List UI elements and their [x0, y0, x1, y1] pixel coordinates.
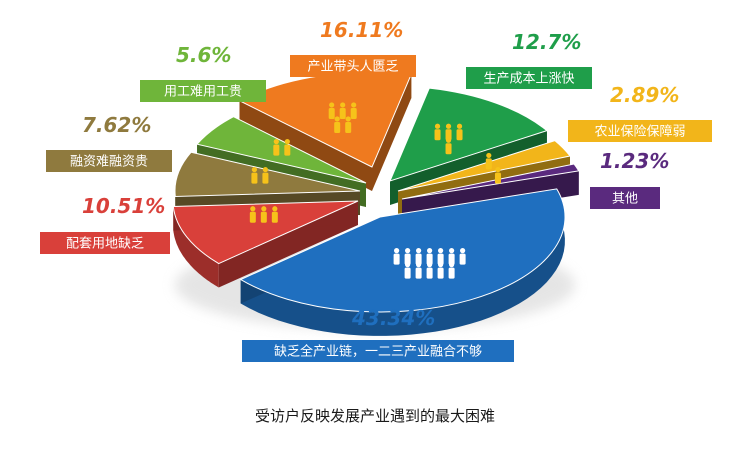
person-icon [273, 139, 280, 156]
person-icon [426, 248, 433, 265]
person-icon [415, 262, 422, 279]
person-icon [251, 166, 258, 184]
slice-label-box [242, 340, 514, 362]
person-icon [445, 137, 452, 155]
person-icon [494, 167, 501, 184]
slice-category-label: 用工难用工贵 [164, 85, 242, 100]
slice-category-label: 其他 [612, 192, 638, 207]
person-icon [404, 262, 411, 279]
slice-category-label: 农业保险保障弱 [594, 125, 685, 140]
person-icon [426, 262, 433, 279]
person-icon [437, 248, 444, 265]
slice-percent-label: 5.6% [176, 43, 231, 67]
slice-category-label: 配套用地缺乏 [66, 236, 144, 252]
person-icon [404, 248, 411, 265]
pie-slice-top [401, 163, 580, 200]
person-icon [393, 248, 400, 265]
pie-slice [172, 200, 359, 288]
pie-slice-top [196, 116, 367, 184]
slice-label-box [290, 55, 416, 77]
slice-label-box [40, 232, 170, 254]
pie-slice-wall [372, 74, 412, 191]
person-icon [350, 102, 357, 119]
slice-percent-label: 10.51% [82, 194, 165, 218]
slice-percent-label: 12.7% [512, 30, 581, 54]
slice-label-box [140, 80, 266, 102]
pie-slice [238, 71, 413, 191]
person-icon [271, 206, 278, 223]
slice-label-box [568, 120, 712, 142]
person-icon [445, 123, 452, 141]
slice-percent-label: 7.62% [82, 113, 151, 137]
person-icon [415, 248, 422, 265]
person-icon [456, 123, 463, 141]
slice-percent-label: 16.11% [320, 18, 403, 42]
pie-slice-top [389, 87, 548, 182]
person-icon [459, 248, 466, 265]
pie-slice-side [240, 188, 565, 336]
person-icon [328, 102, 335, 119]
person-icon [345, 116, 352, 133]
slice-category-label: 产业带头人匮乏 [307, 60, 398, 75]
slice-label-box [46, 150, 172, 172]
slice-category-label: 生产成本上涨快 [483, 72, 574, 87]
person-icon [448, 248, 455, 265]
person-icon [260, 206, 267, 223]
pie-slice-top [172, 200, 359, 265]
slice-label-box [590, 187, 660, 209]
pie-slice-top [239, 188, 566, 313]
pie-slice-top [397, 140, 571, 192]
person-icon [339, 102, 346, 119]
person-icon [262, 166, 269, 184]
slice-category-label: 缺乏全产业链，一二三产业融合不够 [274, 344, 482, 360]
person-icon [485, 152, 492, 170]
slice-label-box [466, 67, 592, 89]
slice-category-label: 融资难融资贵 [70, 155, 148, 170]
pie-slice [239, 188, 566, 336]
slice-percent-label: 1.23% [600, 149, 669, 173]
slice-percent-label: 2.89% [610, 83, 679, 107]
person-icon [284, 139, 291, 156]
person-icon [434, 123, 441, 141]
chart-caption: 受访户反映发展产业遇到的最大困难 [254, 407, 495, 425]
pie-chart: 43.34% 缺乏全产业链，一二三产业融合不够 10.51% 配套用地缺乏 7.62% 融… [40, 18, 712, 362]
person-icon [437, 262, 444, 279]
person-icon [334, 116, 341, 133]
slice-percent-label: 43.34% [351, 306, 435, 330]
person-icon [448, 262, 455, 279]
pie-slice-wall [239, 100, 372, 191]
person-icon [249, 206, 256, 223]
